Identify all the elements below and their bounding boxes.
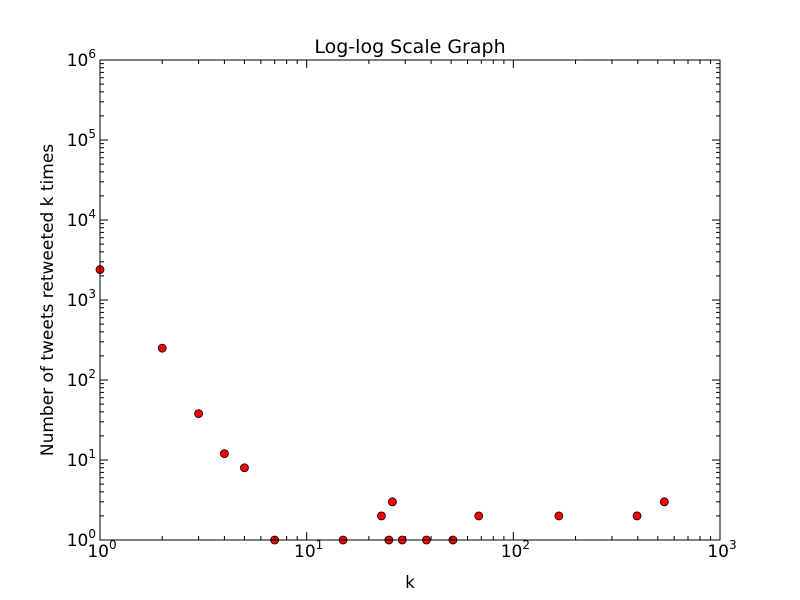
data-point: [659, 497, 669, 507]
data-points: [95, 265, 669, 545]
axis-ticks: 100 101 102 103 100 101 102 103 104 105 106: [67, 47, 737, 562]
y-tick-label: 101: [67, 447, 96, 471]
x-tick-label: 102: [501, 538, 530, 562]
data-point: [388, 497, 397, 507]
y-tick-label: 100: [67, 527, 96, 551]
data-point: [194, 409, 204, 419]
y-tick-label: 105: [67, 127, 96, 151]
x-tick-label: 103: [707, 538, 736, 562]
data-point: [554, 511, 564, 521]
y-tick-label: 103: [67, 287, 96, 311]
data-point: [377, 511, 386, 521]
data-point: [632, 511, 642, 521]
data-point: [474, 511, 484, 521]
x-tick-label: 101: [294, 538, 323, 562]
plot-frame: [99, 59, 721, 541]
chart-title: Log-log Scale Graph: [314, 36, 505, 58]
data-point: [157, 343, 167, 353]
x-axis-label: k: [405, 573, 415, 593]
data-point: [240, 463, 249, 473]
y-tick-label: 104: [67, 207, 96, 231]
x-tick-label: 100: [87, 538, 116, 562]
y-tick-label: 102: [67, 367, 96, 391]
data-point: [220, 449, 229, 459]
y-axis-label: Number of tweets retweeted k times: [38, 144, 58, 456]
y-tick-label: 106: [67, 47, 96, 71]
